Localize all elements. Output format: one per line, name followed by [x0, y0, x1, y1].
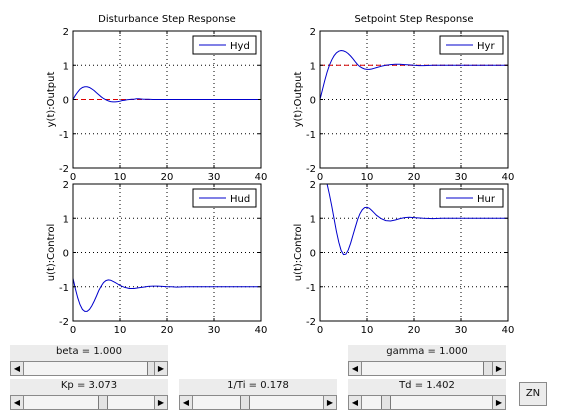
- td-slider-right-arrow-icon[interactable]: ▶: [492, 396, 505, 409]
- plot2-ytick-label: 1: [310, 61, 316, 72]
- plot3-series-line: [72, 278, 261, 312]
- plot2-series-line: [319, 49, 508, 100]
- plot3-legend-label: Hud: [230, 194, 250, 205]
- ti-label: 1/Ti = 0.178: [227, 380, 289, 391]
- plot3-xtick-label: 20: [161, 325, 174, 336]
- plot2-xtick-label: 40: [502, 172, 515, 183]
- ti-slider[interactable]: ◀ ▶: [179, 395, 337, 410]
- plot1-ytick-label: -1: [59, 130, 69, 141]
- gamma-slider-right-arrow-icon[interactable]: ▶: [492, 362, 505, 375]
- plot1-xtick-label: 30: [208, 172, 221, 183]
- plot2-ytick-label: 2: [310, 27, 316, 38]
- plot4-legend-label: Hur: [477, 194, 496, 205]
- td-slider[interactable]: ◀ ▶: [348, 395, 506, 410]
- plot3-xtick-label: 40: [255, 325, 268, 336]
- plot2-xtick-label: 0: [317, 172, 323, 183]
- plot4-series-line: [326, 183, 508, 256]
- plot2-ytick-label: 0: [310, 96, 316, 107]
- gamma-slider[interactable]: ◀ ▶: [348, 361, 506, 376]
- ti-slider-left-arrow-icon[interactable]: ◀: [180, 396, 193, 409]
- beta-label: beta = 1.000: [56, 346, 122, 357]
- plot1-ytick-label: -2: [59, 164, 69, 175]
- plot2-ytick-label: -1: [306, 130, 316, 141]
- plot1-series-line: [72, 86, 261, 103]
- plot2-xtick-label: 30: [455, 172, 468, 183]
- ti-control: 1/Ti = 0.178 ◀ ▶: [179, 379, 337, 410]
- plot3-xtick-label: 10: [114, 325, 127, 336]
- plot1-xtick-label: 40: [255, 172, 268, 183]
- plot1-xtick-label: 0: [70, 172, 76, 183]
- plot3-ytick-label: -1: [59, 283, 69, 294]
- beta-slider[interactable]: ◀ ▶: [10, 361, 168, 376]
- ti-slider-thumb[interactable]: [240, 396, 250, 409]
- plot1-xtick-label: 20: [161, 172, 174, 183]
- beta-control: beta = 1.000 ◀ ▶: [10, 345, 168, 376]
- plot4-ytick-label: -1: [306, 283, 316, 294]
- plot4-ytick-label: 0: [310, 249, 316, 260]
- plot4-xtick-label: 20: [408, 325, 421, 336]
- td-control: Td = 1.402 ◀ ▶: [348, 379, 506, 410]
- zn-button[interactable]: ZN: [519, 382, 547, 406]
- ti-slider-right-arrow-icon[interactable]: ▶: [323, 396, 336, 409]
- plot4-xtick-label: 0: [317, 325, 323, 336]
- plot4-ytick-label: -2: [306, 317, 316, 328]
- plot3-ylabel: u(t):Control: [46, 224, 57, 282]
- kp-label: Kp = 3.073: [60, 380, 118, 391]
- gamma-slider-left-arrow-icon[interactable]: ◀: [349, 362, 362, 375]
- plot2-xtick-label: 20: [408, 172, 421, 183]
- plot1-ylabel: y(t):Output: [46, 72, 57, 128]
- plot2-ytick-label: -2: [306, 164, 316, 175]
- td-slider-thumb[interactable]: [381, 396, 391, 409]
- plot1-ytick-label: 1: [63, 61, 69, 72]
- plot2-legend-label: Hyr: [477, 41, 495, 52]
- plot4-xtick-label: 30: [455, 325, 468, 336]
- plot1-ytick-label: 0: [63, 96, 69, 107]
- plot4-ytick-label: 1: [310, 214, 316, 225]
- kp-control: Kp = 3.073 ◀ ▶: [10, 379, 168, 410]
- plot1-title: Disturbance Step Response: [98, 14, 236, 25]
- gamma-label: gamma = 1.000: [386, 346, 468, 357]
- beta-slider-right-arrow-icon[interactable]: ▶: [154, 362, 167, 375]
- plot3-ytick-label: 0: [63, 249, 69, 260]
- kp-slider[interactable]: ◀ ▶: [10, 395, 168, 410]
- plot2-xtick-label: 10: [361, 172, 374, 183]
- plot3-xtick-label: 0: [70, 325, 76, 336]
- plot3-ytick-label: 2: [63, 180, 69, 191]
- gamma-control: gamma = 1.000 ◀ ▶: [348, 345, 506, 376]
- plot4-xtick-label: 10: [361, 325, 374, 336]
- plot3-ytick-label: 1: [63, 214, 69, 225]
- kp-slider-thumb[interactable]: [98, 396, 108, 409]
- kp-slider-left-arrow-icon[interactable]: ◀: [11, 396, 24, 409]
- plot3-ytick-label: -2: [59, 317, 69, 328]
- td-label: Td = 1.402: [399, 380, 455, 391]
- plot2-ylabel: y(t):Output: [293, 72, 304, 128]
- plot2-title: Setpoint Step Response: [354, 14, 473, 25]
- plot1-xtick-label: 10: [114, 172, 127, 183]
- kp-slider-right-arrow-icon[interactable]: ▶: [154, 396, 167, 409]
- plot4-ylabel: u(t):Control: [293, 224, 304, 282]
- plot1-legend-label: Hyd: [230, 41, 250, 52]
- plot4-ytick-label: 2: [310, 180, 316, 191]
- td-slider-left-arrow-icon[interactable]: ◀: [349, 396, 362, 409]
- plot4-xtick-label: 40: [502, 325, 515, 336]
- beta-slider-left-arrow-icon[interactable]: ◀: [11, 362, 24, 375]
- plot1-ytick-label: 2: [63, 27, 69, 38]
- plot3-xtick-label: 30: [208, 325, 221, 336]
